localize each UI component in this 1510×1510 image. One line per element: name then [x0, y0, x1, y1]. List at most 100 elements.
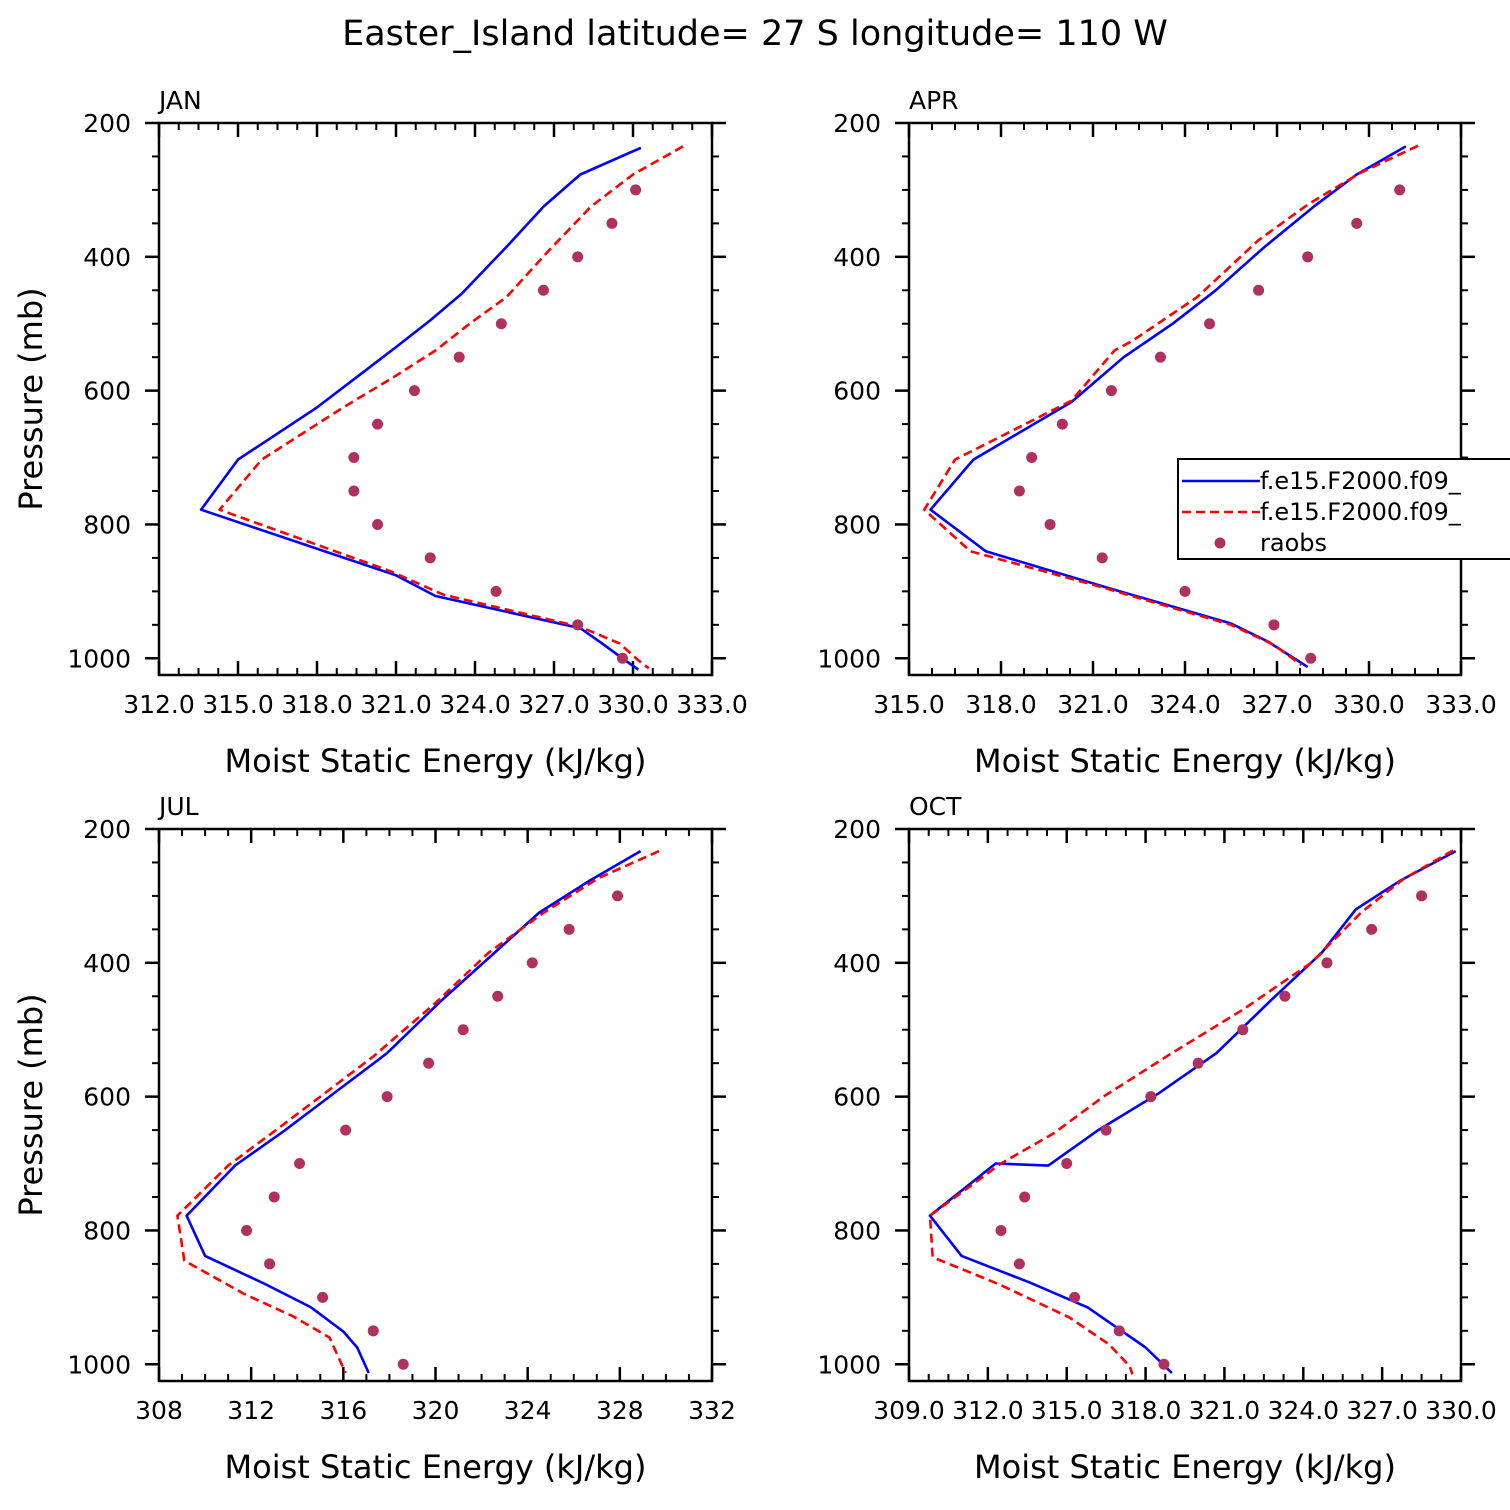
y-tick-label: 1000: [817, 1350, 881, 1379]
x-tick-label: 324.0: [1267, 1396, 1339, 1425]
raobs-point: [372, 418, 384, 430]
x-tick-label: 330.0: [1333, 690, 1405, 719]
raobs-point: [424, 552, 436, 564]
panel-oct: OCT 309.0 312.0 315.0 318.0 321.0 324.0 327.0 33…: [817, 792, 1496, 1486]
raobs-point: [1305, 652, 1317, 664]
x-tick-label: 333.0: [1425, 690, 1497, 719]
raobs-point: [372, 518, 384, 530]
raobs-point: [1192, 1057, 1204, 1069]
plot-frame: [157, 827, 714, 1383]
raobs-point: [1237, 1024, 1249, 1036]
raobs-point: [492, 990, 504, 1002]
y-tick-label: 200: [83, 815, 131, 844]
figure-title: Easter_Island latitude= 27 S longitude= …: [342, 14, 1168, 54]
raobs-point: [241, 1224, 253, 1236]
raobs-point: [495, 318, 507, 330]
y-tick-label: 800: [83, 510, 131, 539]
raobs-point: [572, 251, 584, 263]
raobs-point: [1366, 923, 1378, 935]
x-tick-label: 327.0: [518, 690, 590, 719]
raobs-point: [1268, 619, 1280, 631]
raobs-point: [1105, 385, 1117, 397]
x-tick-label: 330.0: [597, 690, 669, 719]
raobs-point: [1253, 284, 1265, 296]
y-tick-label: 1000: [67, 644, 131, 673]
raobs-point: [367, 1325, 379, 1337]
raobs-point: [423, 1057, 435, 1069]
x-tick-label: 333.0: [676, 690, 748, 719]
legend-label: raobs: [1260, 529, 1327, 557]
y-tick-label: 600: [83, 377, 131, 406]
raobs-point: [537, 284, 549, 296]
x-tick-label: 330.0: [1425, 1396, 1497, 1425]
x-tick-label: 327.0: [1241, 690, 1313, 719]
y-tick-label: 1000: [817, 644, 881, 673]
y-tick-label: 800: [83, 1216, 131, 1245]
y-tick-label: 200: [833, 109, 881, 138]
x-tick-label: 312.0: [952, 1396, 1024, 1425]
series-line-dashed: [928, 849, 1454, 1375]
y-tick-label: 200: [833, 815, 881, 844]
raobs-point: [630, 184, 642, 196]
raobs-point: [381, 1091, 393, 1103]
panel-label: OCT: [909, 792, 962, 821]
raobs-point: [1044, 518, 1056, 530]
raobs-point: [317, 1291, 329, 1303]
raobs-point: [1158, 1358, 1170, 1370]
y-axis-label: Pressure (mb): [12, 993, 50, 1216]
x-tick-label: 316: [319, 1396, 367, 1425]
raobs-point: [612, 890, 624, 902]
raobs-point: [348, 485, 360, 497]
x-axis-label: Moist Static Energy (kJ/kg): [974, 1448, 1396, 1486]
x-tick-label: 309.0: [873, 1396, 945, 1425]
series-line-dashed: [923, 144, 1419, 667]
x-tick-label: 312: [227, 1396, 275, 1425]
raobs-point: [1321, 957, 1333, 969]
y-tick-label: 400: [83, 949, 131, 978]
raobs-point: [348, 452, 360, 464]
x-tick-label: 320: [412, 1396, 460, 1425]
x-tick-label: 324: [504, 1396, 552, 1425]
raobs-point: [457, 1024, 469, 1036]
raobs-point: [1026, 452, 1038, 464]
panel-label: JUL: [157, 792, 199, 821]
raobs-point: [526, 957, 538, 969]
panel-jul: JUL 308 312 316 320 324 328 332 200 400 600 800 1000…: [12, 792, 736, 1486]
y-tick-label: 400: [833, 949, 881, 978]
raobs-point: [1351, 217, 1363, 229]
raobs-point: [995, 1224, 1007, 1236]
raobs-point: [1204, 318, 1216, 330]
raobs-point: [1056, 418, 1068, 430]
raobs-point: [268, 1191, 280, 1203]
series-line-solid: [928, 849, 1457, 1374]
raobs-point: [1019, 1191, 1031, 1203]
raobs-point: [294, 1158, 306, 1170]
x-tick-label: 318.0: [1110, 1396, 1182, 1425]
legend-label: f.e15.F2000.f09_: [1260, 498, 1462, 526]
y-tick-label: 600: [83, 1083, 131, 1112]
legend: f.e15.F2000.f09_ f.e15.F2000.f09_raobs: [1177, 458, 1510, 560]
raobs-point: [1394, 184, 1406, 196]
panel-jan: JAN 312.0 315.0 318.0 321.0 324.0 327.0 330.0 33…: [12, 86, 748, 780]
x-tick-label: 318.0: [965, 690, 1037, 719]
raobs-point: [1145, 1091, 1157, 1103]
y-tick-label: 200: [83, 109, 131, 138]
raobs-point: [264, 1258, 276, 1270]
legend-box: [1177, 458, 1510, 560]
y-axis-label: Pressure (mb): [12, 287, 50, 510]
raobs-point: [1416, 890, 1428, 902]
raobs-point: [408, 385, 420, 397]
x-tick-label: 318.0: [281, 690, 353, 719]
x-tick-label: 315.0: [202, 690, 274, 719]
raobs-point: [1302, 251, 1314, 263]
y-tick-label: 400: [833, 243, 881, 272]
x-tick-label: 328: [596, 1396, 644, 1425]
raobs-point: [1154, 351, 1166, 363]
raobs-point: [453, 351, 465, 363]
raobs-point: [397, 1358, 409, 1370]
legend-label: f.e15.F2000.f09_: [1260, 467, 1462, 495]
raobs-point: [1013, 485, 1025, 497]
x-axis-label: Moist Static Energy (kJ/kg): [974, 742, 1396, 780]
